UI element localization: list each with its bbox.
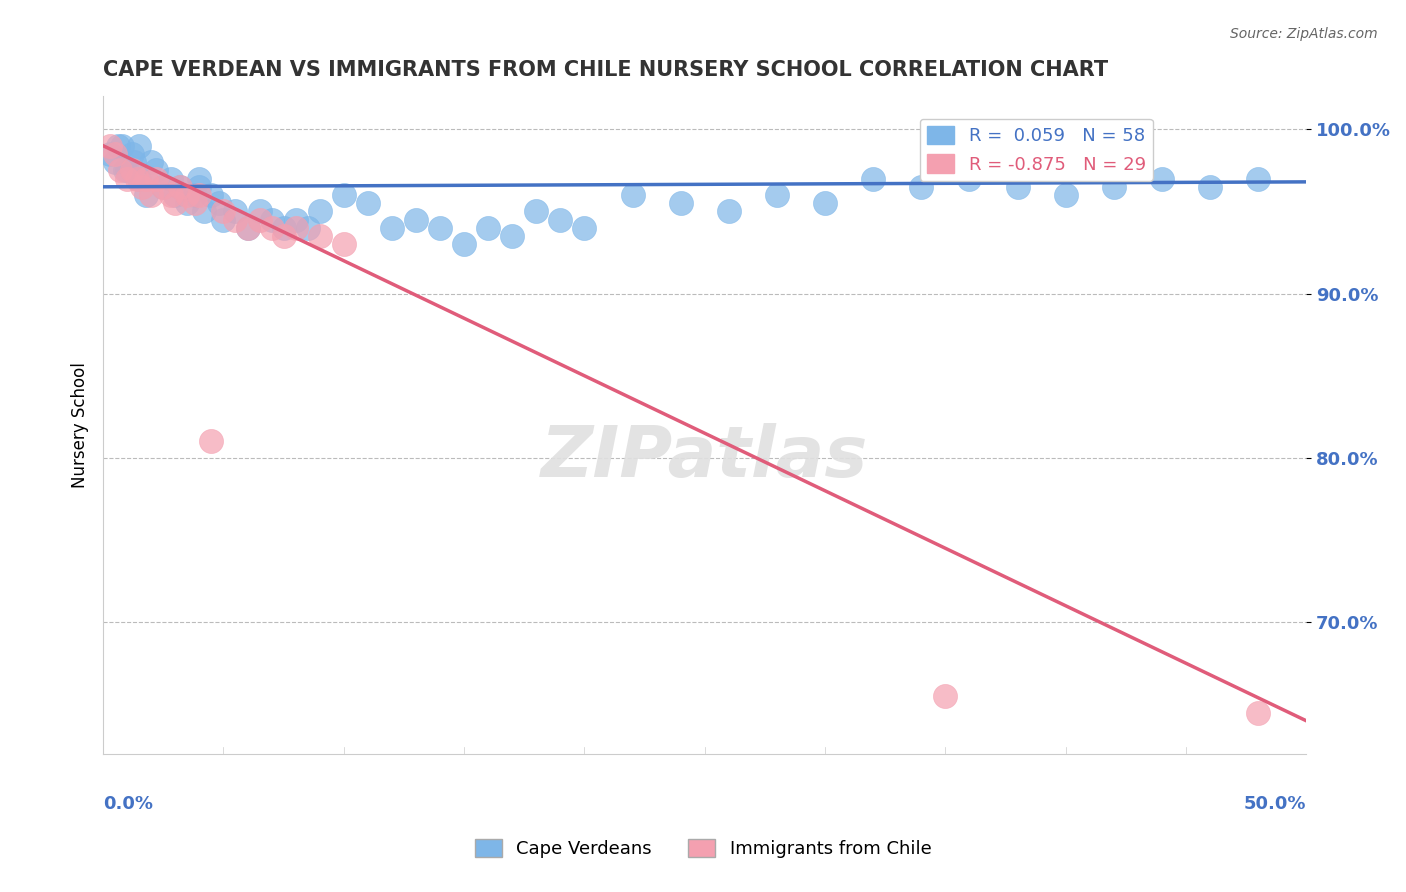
Point <box>260 212 283 227</box>
Point <box>236 220 259 235</box>
Point <box>429 220 451 235</box>
Point <box>141 188 163 202</box>
Point <box>152 179 174 194</box>
Point <box>621 188 644 202</box>
Point <box>284 220 307 235</box>
Point <box>165 188 187 202</box>
Point <box>550 212 572 227</box>
Point <box>128 171 150 186</box>
Point <box>862 171 884 186</box>
Point <box>212 204 235 219</box>
Point <box>501 229 523 244</box>
Point <box>104 147 127 161</box>
Point <box>169 179 191 194</box>
Point <box>1247 171 1270 186</box>
Point <box>224 204 246 219</box>
Point <box>115 171 138 186</box>
Point <box>249 204 271 219</box>
Point <box>124 155 146 169</box>
Point <box>135 171 157 186</box>
Point <box>273 220 295 235</box>
Point <box>669 196 692 211</box>
Point <box>152 179 174 194</box>
Point <box>104 155 127 169</box>
Point <box>260 220 283 235</box>
Point <box>169 179 191 194</box>
Point <box>131 179 153 194</box>
Point <box>332 188 354 202</box>
Point <box>188 179 211 194</box>
Point <box>145 171 167 186</box>
Point <box>332 237 354 252</box>
Point <box>121 163 143 178</box>
Point <box>125 171 148 186</box>
Point <box>128 138 150 153</box>
Point <box>176 188 198 202</box>
Point <box>108 163 131 178</box>
Point <box>308 204 330 219</box>
Point <box>357 196 380 211</box>
Text: ZIPatlas: ZIPatlas <box>541 424 869 492</box>
Point <box>453 237 475 252</box>
Point <box>910 179 932 194</box>
Point <box>121 147 143 161</box>
Point <box>766 188 789 202</box>
Point <box>207 196 229 211</box>
Point <box>212 212 235 227</box>
Point <box>107 138 129 153</box>
Point <box>111 138 134 153</box>
Point <box>224 212 246 227</box>
Point <box>141 155 163 169</box>
Legend: Cape Verdeans, Immigrants from Chile: Cape Verdeans, Immigrants from Chile <box>468 831 938 865</box>
Point <box>98 147 121 161</box>
Point <box>574 220 596 235</box>
Point <box>98 138 121 153</box>
Point <box>273 229 295 244</box>
Point <box>477 220 499 235</box>
Point <box>114 163 136 178</box>
Text: Source: ZipAtlas.com: Source: ZipAtlas.com <box>1230 27 1378 41</box>
Point <box>165 196 187 211</box>
Y-axis label: Nursery School: Nursery School <box>72 362 89 488</box>
Point <box>524 204 547 219</box>
Point <box>1007 179 1029 194</box>
Point <box>405 212 427 227</box>
Point <box>183 188 205 202</box>
Point <box>200 188 222 202</box>
Point <box>308 229 330 244</box>
Legend: R =  0.059   N = 58, R = -0.875   N = 29: R = 0.059 N = 58, R = -0.875 N = 29 <box>920 119 1153 181</box>
Text: 50.0%: 50.0% <box>1244 795 1306 813</box>
Point <box>717 204 740 219</box>
Point <box>176 196 198 211</box>
Point <box>249 212 271 227</box>
Point <box>145 163 167 178</box>
Text: 0.0%: 0.0% <box>103 795 153 813</box>
Point <box>1150 171 1173 186</box>
Point <box>159 171 181 186</box>
Point <box>200 434 222 449</box>
Point <box>183 196 205 211</box>
Point <box>188 171 211 186</box>
Point <box>814 196 837 211</box>
Point <box>1102 179 1125 194</box>
Point <box>381 220 404 235</box>
Point <box>957 171 980 186</box>
Point <box>159 188 181 202</box>
Point <box>1199 179 1222 194</box>
Point <box>236 220 259 235</box>
Point <box>1247 706 1270 720</box>
Point <box>297 220 319 235</box>
Point <box>284 212 307 227</box>
Point <box>1054 188 1077 202</box>
Text: CAPE VERDEAN VS IMMIGRANTS FROM CHILE NURSERY SCHOOL CORRELATION CHART: CAPE VERDEAN VS IMMIGRANTS FROM CHILE NU… <box>103 60 1108 79</box>
Point <box>193 204 215 219</box>
Point <box>115 163 138 178</box>
Point <box>135 188 157 202</box>
Point <box>188 188 211 202</box>
Point <box>934 689 956 703</box>
